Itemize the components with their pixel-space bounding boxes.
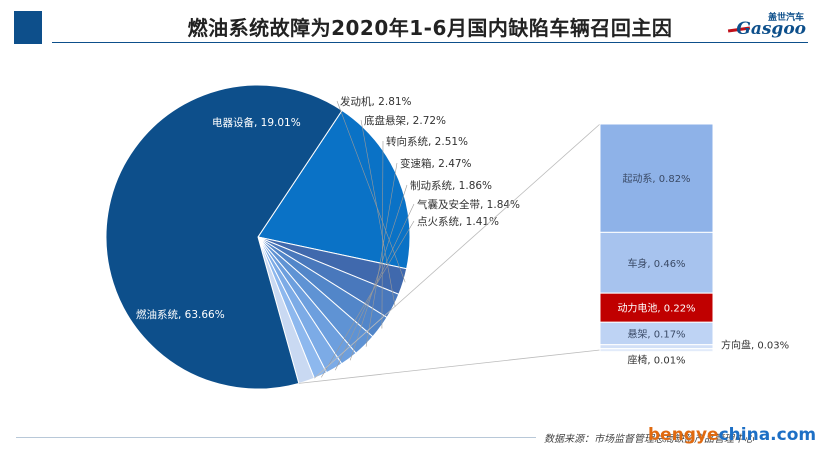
slice-label: 变速箱, 2.47% [400, 157, 472, 170]
pie-slice [105, 84, 343, 390]
breakdown-segment [599, 292, 714, 323]
slice-label: 底盘悬架, 2.72% [364, 114, 446, 127]
site-watermark-b: china.com [718, 425, 817, 445]
slice-label: 电器设备, 19.01% [212, 116, 301, 129]
footer-divider [16, 437, 536, 438]
slice-label: 燃油系统, 63.66% [136, 308, 225, 321]
breakdown-label: 座椅, 0.01% [627, 354, 685, 367]
leader-line [321, 220, 415, 378]
breakdown-segment [599, 231, 714, 294]
pie-slice [257, 109, 411, 270]
slice-label: 制动系统, 1.86% [410, 179, 492, 192]
leader-line [381, 140, 384, 329]
slice-label: 发动机, 2.81% [340, 95, 412, 108]
corner-square [14, 11, 42, 44]
breakdown-label: 悬架, 0.17% [627, 329, 685, 341]
breakdown-segment [599, 123, 714, 233]
breakdown-label: 动力电池, 0.22% [617, 302, 695, 315]
slice-label: 转向系统, 2.51% [386, 135, 468, 148]
gasgoo-logo: 盖世汽车 Gasgoo [727, 10, 812, 40]
page-title: 燃油系统故障为2020年1-6月国内缺陷车辆召回主因 [187, 16, 673, 40]
breakdown-segment [599, 344, 714, 350]
breakdown-label: 方向盘, 0.03% [721, 339, 789, 352]
logo-cn-text: 盖世汽车 [767, 13, 804, 23]
site-watermark: bengyechina.com [648, 425, 816, 445]
leader-line [336, 100, 406, 283]
data-source: 数据来源：市场监督管理总局缺陷产品管理中心 [544, 434, 754, 445]
logo-en-text: Gasgoo [736, 19, 806, 39]
site-watermark-a: bengye [648, 425, 719, 445]
leader-line [360, 119, 396, 308]
slice-label: 气囊及安全带, 1.84% [417, 198, 520, 211]
leader-line [365, 162, 398, 347]
breakdown-label: 车身, 0.46% [627, 257, 685, 270]
breakdown-segment [599, 348, 714, 353]
header-divider [52, 42, 808, 43]
breakdown-label: 起动系, 0.82% [622, 173, 690, 185]
connector-line [314, 123, 601, 379]
leader-line [349, 184, 408, 361]
slice-label: 点火系统, 1.41% [417, 215, 499, 228]
connector-line [298, 349, 601, 384]
